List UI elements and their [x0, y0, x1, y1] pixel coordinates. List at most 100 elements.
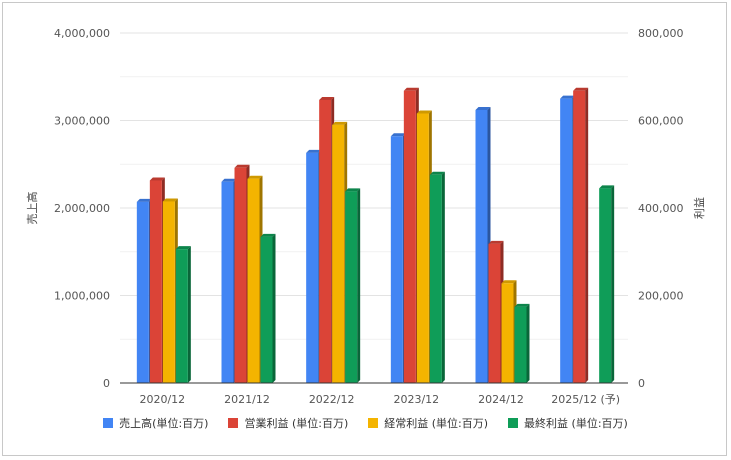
bar	[175, 246, 191, 383]
bar-front	[260, 236, 273, 383]
right-tick-label: 0	[638, 377, 645, 390]
bar-front	[560, 98, 573, 383]
bar	[573, 87, 589, 383]
bar-side	[526, 303, 530, 383]
bar-top	[234, 164, 250, 168]
bars	[120, 87, 628, 384]
bar-top	[429, 171, 445, 175]
bar	[234, 164, 250, 383]
bar	[416, 110, 432, 383]
bar	[514, 303, 530, 383]
bar	[221, 178, 237, 383]
bar-front	[390, 136, 403, 383]
bar-front	[488, 243, 501, 383]
bar	[345, 188, 361, 383]
bar-side	[357, 188, 361, 383]
legend-item-net-profit: 最終利益 (単位:百万)	[508, 415, 628, 431]
bar	[475, 107, 491, 383]
bar-front	[599, 188, 612, 383]
bar-front	[475, 110, 488, 383]
legend: 売上高(単位:百万) 営業利益 (単位:百万) 経常利益 (単位:百万) 最終利…	[0, 415, 731, 431]
x-tick-label: 2023/12	[393, 393, 439, 406]
bar-front	[149, 180, 162, 383]
bar-front	[514, 306, 527, 383]
legend-swatch	[368, 418, 379, 428]
x-axis-ticks: 2020/12 2021/12 2022/12 2023/12 2024/12 2025/…	[139, 393, 620, 406]
bar	[162, 198, 178, 383]
bar-front	[429, 174, 442, 383]
x-tick-label: 2020/12	[139, 393, 185, 406]
bar-top	[599, 185, 615, 189]
bar-side	[272, 233, 276, 383]
bar-front	[332, 124, 345, 383]
legend-swatch	[228, 418, 239, 428]
left-axis-ticks: 0 1,000,000 2,000,000 3,000,000 4,000,000	[54, 27, 110, 390]
bar-top	[162, 198, 178, 202]
legend-label: 売上高(単位:百万)	[119, 417, 209, 430]
bar-top	[403, 87, 419, 91]
legend-item-ordinary-profit: 経常利益 (単位:百万)	[368, 415, 488, 431]
bar-front	[136, 201, 149, 383]
bar-front	[345, 191, 358, 383]
bar	[501, 280, 517, 383]
legend-label: 最終利益 (単位:百万)	[524, 417, 628, 430]
bar-front	[319, 99, 332, 383]
right-tick-label: 600,000	[638, 115, 684, 128]
left-tick-label: 0	[103, 377, 110, 390]
bar-front	[234, 167, 247, 383]
bar-top	[332, 121, 348, 125]
bar	[136, 198, 152, 383]
bar	[260, 233, 276, 383]
bar-front	[221, 181, 234, 383]
bar-front	[403, 90, 416, 383]
bar-front	[175, 249, 188, 383]
bar-top	[247, 175, 263, 179]
bar	[488, 240, 504, 383]
bar-top	[501, 280, 517, 284]
left-axis-title: 売上高	[25, 192, 39, 225]
bar-top	[260, 233, 276, 237]
left-tick-label: 3,000,000	[54, 115, 110, 128]
bar-top	[175, 246, 191, 250]
legend-swatch	[103, 418, 114, 428]
bar-front	[573, 90, 586, 383]
legend-item-operating-profit: 営業利益 (単位:百万)	[228, 415, 348, 431]
bar-top	[514, 303, 530, 307]
bar-top	[319, 96, 335, 100]
bar-top	[345, 188, 361, 192]
right-tick-label: 400,000	[638, 202, 684, 215]
legend-swatch	[508, 418, 519, 428]
bar-top	[149, 177, 165, 181]
bar-top	[416, 110, 432, 114]
bar-side	[585, 87, 589, 383]
bar-front	[162, 201, 175, 383]
bar-top	[221, 178, 237, 182]
bar	[149, 177, 165, 383]
bar-top	[573, 87, 589, 91]
bar	[306, 149, 322, 383]
bar	[332, 121, 348, 383]
left-tick-label: 1,000,000	[54, 290, 110, 303]
bar	[390, 133, 406, 383]
right-axis-ticks: 0 200,000 400,000 600,000 800,000	[638, 27, 684, 390]
bar-front	[416, 113, 429, 383]
right-tick-label: 800,000	[638, 27, 684, 40]
right-axis-title: 利益	[692, 197, 706, 219]
bar-side	[441, 171, 445, 383]
bar-front	[306, 152, 319, 383]
bar-side	[611, 185, 615, 383]
bar-top	[136, 198, 152, 202]
x-tick-label: 2022/12	[309, 393, 355, 406]
right-tick-label: 200,000	[638, 290, 684, 303]
bar	[599, 185, 615, 383]
legend-label: 経常利益 (単位:百万)	[384, 417, 489, 430]
bar-top	[560, 95, 576, 99]
bar-top	[488, 240, 504, 244]
bar	[319, 96, 335, 383]
bar-front	[247, 178, 260, 383]
x-tick-label: 2024/12	[478, 393, 524, 406]
bar-top	[475, 107, 491, 110]
bar-top	[390, 133, 406, 137]
bar	[247, 175, 263, 383]
